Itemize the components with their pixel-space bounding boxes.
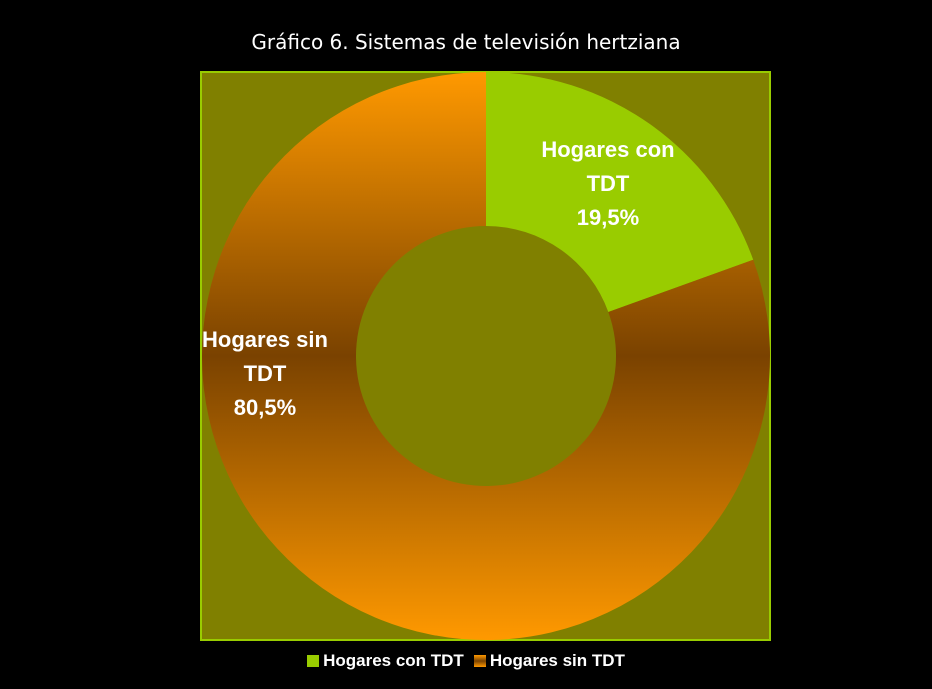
data-label-value: 80,5% (233, 395, 297, 420)
legend-swatch (307, 655, 320, 667)
data-label-category: Hogares con TDT (541, 137, 675, 196)
chart-title: Gráfico 6. Sistemas de televisión hertzi… (241, 30, 691, 54)
legend-label: Hogares con TDT (323, 651, 464, 670)
legend-label: Hogares sin TDT (489, 651, 625, 670)
legend-swatch (473, 655, 486, 667)
donut-slice (201, 72, 771, 641)
data-label: Hogares sin TDT 80,5% (190, 323, 340, 425)
data-label-value: 19,5% (576, 205, 640, 230)
legend-item: Hogares con TDT (307, 651, 464, 671)
donut-slice (486, 72, 754, 312)
data-label: Hogares con TDT 19,5% (533, 133, 683, 235)
title-box: Gráfico 6. Sistemas de televisión hertzi… (0, 30, 932, 54)
data-label-category: Hogares sin TDT (202, 327, 328, 386)
legend: Hogares con TDT Hogares sin TDT (0, 651, 932, 671)
legend-item: Hogares sin TDT (473, 651, 625, 671)
